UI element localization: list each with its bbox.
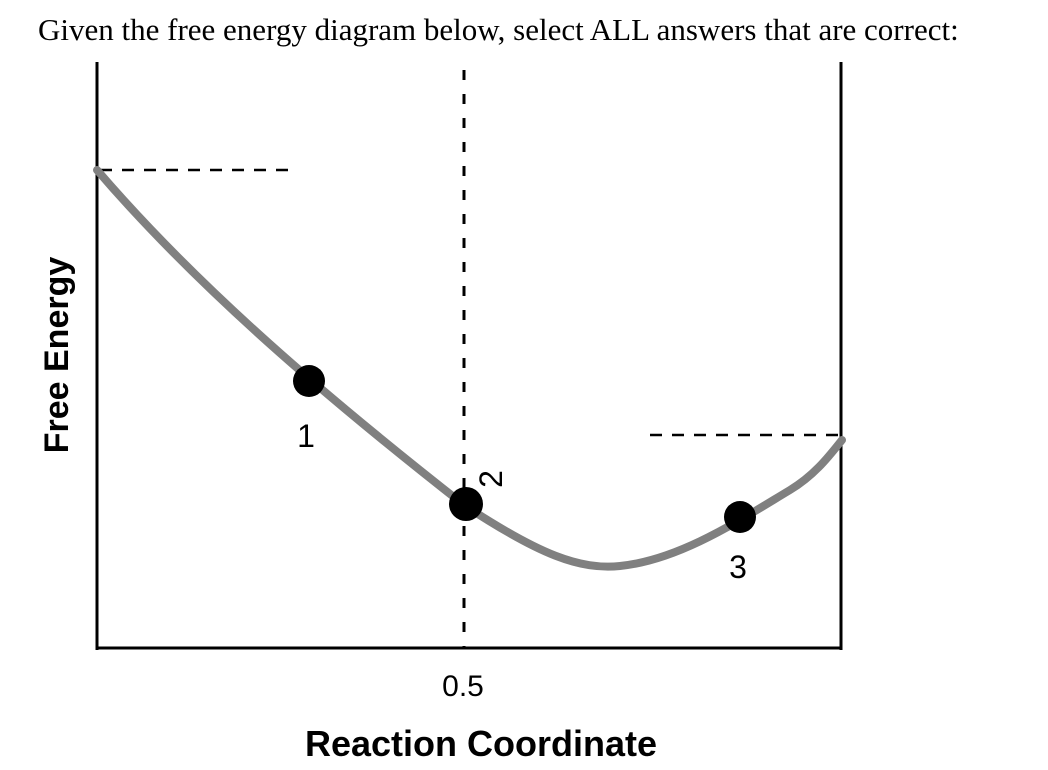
y-axis-title: Free Energy xyxy=(38,257,76,454)
free-energy-curve xyxy=(93,166,846,571)
point-3-marker xyxy=(724,501,756,533)
x-tick-label: 0.5 xyxy=(442,670,484,703)
x-axis-title: Reaction Coordinate xyxy=(305,723,657,764)
point-3-label: 3 xyxy=(729,549,747,585)
point-2-marker xyxy=(449,487,483,521)
point-2-label: 2 xyxy=(473,470,509,488)
point-1-marker xyxy=(293,365,325,397)
question-text: Given the free energy diagram below, sel… xyxy=(38,12,959,47)
point-1-label: 1 xyxy=(297,418,315,454)
